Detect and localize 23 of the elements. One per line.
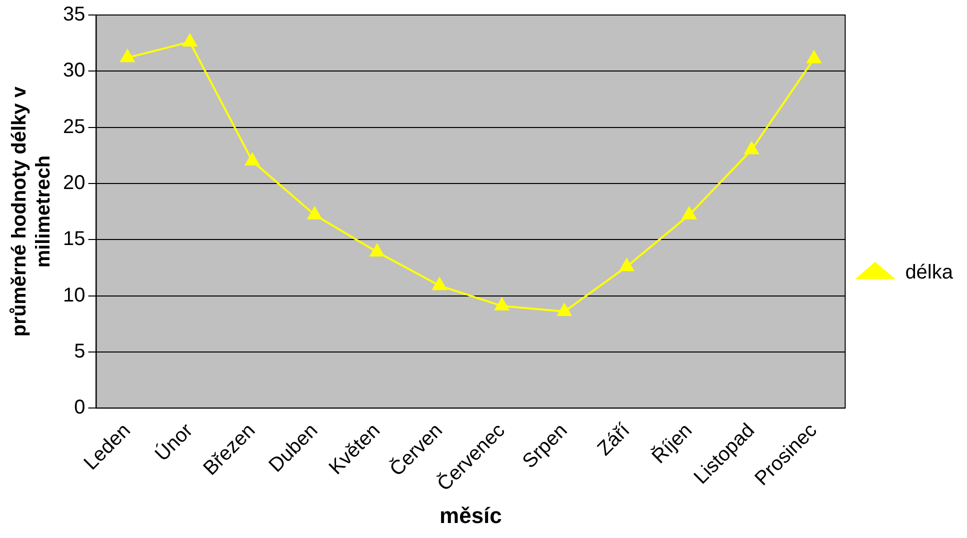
point xyxy=(744,142,759,154)
y-tick-label: 25 xyxy=(62,116,86,138)
point xyxy=(182,34,197,46)
point xyxy=(370,244,384,256)
y-tick-label: 5 xyxy=(74,340,86,362)
x-axis-title: měsíc xyxy=(440,502,502,528)
legend-label: délka xyxy=(905,262,954,284)
point xyxy=(806,50,822,64)
y-axis-title: průměrné hodnoty délky v milimetrech xyxy=(8,86,55,337)
y-tick-label: 15 xyxy=(62,228,86,250)
y-tick-label: 0 xyxy=(74,396,86,419)
point xyxy=(494,298,509,310)
y-tick-label: 10 xyxy=(62,284,86,306)
point xyxy=(557,304,572,316)
point xyxy=(432,278,447,290)
point xyxy=(682,206,696,220)
point xyxy=(308,206,322,220)
point xyxy=(245,153,260,166)
y-tick-label: 20 xyxy=(62,172,86,194)
y-tick-label: 35 xyxy=(62,4,86,26)
y-tick-label: 30 xyxy=(62,60,86,82)
point xyxy=(120,50,135,62)
point xyxy=(620,258,634,272)
